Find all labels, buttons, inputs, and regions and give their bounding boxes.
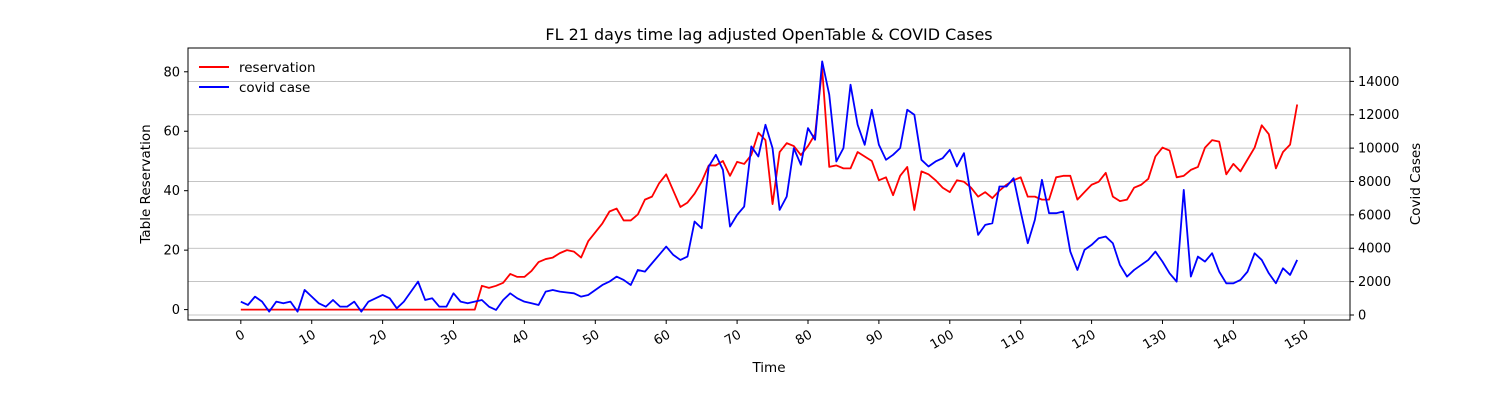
x-tick-label: 50 [580,327,602,348]
grid-lines [188,80,1350,316]
y-tick-label: 0 [172,303,180,318]
y2-tick-label: 2000 [1358,275,1391,290]
x-tick-label: 60 [651,327,673,348]
y-tick-label: 20 [163,244,180,259]
x-tick-label: 20 [368,327,390,348]
y-axis-left-label: Table Reservation [138,124,154,244]
y-tick-label: 80 [163,65,180,80]
series-line-reservation [240,67,1299,311]
x-tick-label: 40 [510,327,532,348]
plot-frame [187,47,1351,321]
y2-tick-label: 8000 [1358,175,1391,190]
y-tick-label: 60 [163,125,180,140]
x-axis-label: Time [751,360,785,376]
legend-label-covid-case: covid case [239,80,310,96]
series-line-covid-case [240,60,1298,313]
y-axis-left-ticks: 0 20 40 60 80 [163,65,188,318]
y2-tick-label: 14000 [1358,75,1399,90]
y2-tick-label: 10000 [1358,142,1399,157]
x-tick-label: 70 [722,327,744,348]
y-axis-right-ticks: 0 2000 4000 6000 8000 10000 12000 14000 [1350,75,1399,323]
y-tick-label: 40 [163,184,180,199]
y2-tick-label: 12000 [1358,108,1399,123]
chart-title: FL 21 days time lag adjusted OpenTable &… [545,25,992,44]
x-tick-label: 80 [793,327,815,348]
legend: reservation covid case [199,60,316,96]
y2-tick-label: 6000 [1358,208,1391,223]
y2-tick-label: 4000 [1358,242,1391,257]
y-axis-right-label: Covid Cases [1408,143,1424,225]
legend-label-reservation: reservation [239,60,316,76]
x-tick-label: 90 [864,327,886,348]
y2-tick-label: 0 [1358,308,1366,323]
series-lines [240,60,1299,313]
x-tick-label: 10 [297,327,319,348]
x-tick-label: 30 [439,327,461,348]
x-axis-ticks: 0 10 20 30 40 50 60 70 80 90 100 110 120 130 140 150 [233,320,1311,353]
